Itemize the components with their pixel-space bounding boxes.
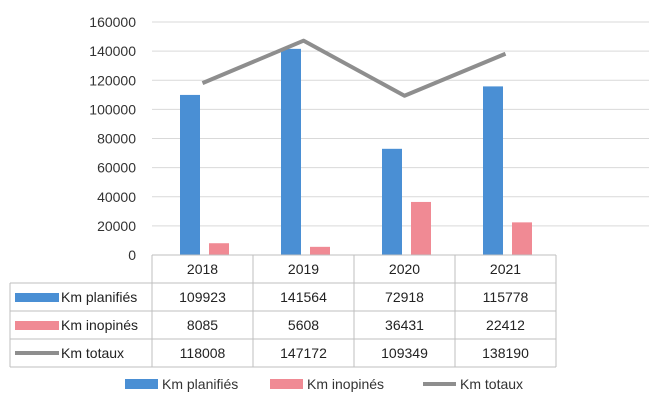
line-km-totaux [203, 41, 506, 96]
data-table: 2018 2019 2020 2021 Km planifiés 109923 141564… [10, 255, 556, 367]
table-cell-value: 109923 [179, 289, 226, 305]
table-cell-value: 72918 [385, 289, 424, 305]
table-cell-value: 36431 [385, 317, 424, 333]
category-label: 2019 [288, 261, 319, 277]
table-cell-value: 138190 [482, 345, 529, 361]
legend-key [270, 379, 303, 389]
table-cell-value: 141564 [280, 289, 327, 305]
y-tick-label: 120000 [89, 72, 136, 88]
table-cell-value: 115778 [483, 289, 529, 305]
y-tick-label: 20000 [97, 218, 136, 234]
bar-km-inopines [310, 247, 330, 255]
table-cell-value: 147172 [280, 345, 327, 361]
legend-label: Km planifiés [162, 376, 238, 392]
legend-label: Km inopinés [307, 376, 384, 392]
y-tick-label: 160000 [89, 14, 136, 30]
bar-km-planifies [483, 86, 503, 255]
y-tick-label: 140000 [89, 43, 136, 59]
bar-km-inopines [209, 243, 229, 255]
table-series-label: Km inopinés [61, 317, 138, 333]
legend-label: Km totaux [460, 376, 523, 392]
y-axis-ticks: 0 20000 40000 60000 80000 100000 120000 140000 1… [89, 14, 136, 263]
y-tick-label: 40000 [97, 189, 136, 205]
table-cell-value: 109349 [381, 345, 428, 361]
legend-key [125, 379, 158, 389]
legend: Km planifiés Km inopinés Km totaux [125, 376, 523, 392]
category-label: 2021 [490, 261, 521, 277]
table-cell-value: 5608 [288, 317, 319, 333]
line-series [203, 41, 506, 96]
bar-km-inopines [512, 222, 532, 255]
y-tick-label: 80000 [97, 131, 136, 147]
y-tick-label: 100000 [89, 101, 136, 117]
y-tick-label: 60000 [97, 160, 136, 176]
table-series-key [15, 321, 59, 330]
table-series-key [15, 293, 59, 302]
bar-km-planifies [180, 95, 200, 255]
bar-km-planifies [281, 49, 301, 255]
table-cell-value: 8085 [187, 317, 218, 333]
category-label: 2020 [389, 261, 420, 277]
bar-km-planifies [382, 149, 402, 255]
table-series-label: Km planifiés [61, 289, 137, 305]
bar-km-inopines [411, 202, 431, 255]
table-series-label: Km totaux [61, 345, 124, 361]
table-cell-value: 118008 [180, 345, 226, 361]
table-cell-value: 22412 [486, 317, 525, 333]
y-tick-label: 0 [128, 247, 136, 263]
category-label: 2018 [187, 261, 218, 277]
